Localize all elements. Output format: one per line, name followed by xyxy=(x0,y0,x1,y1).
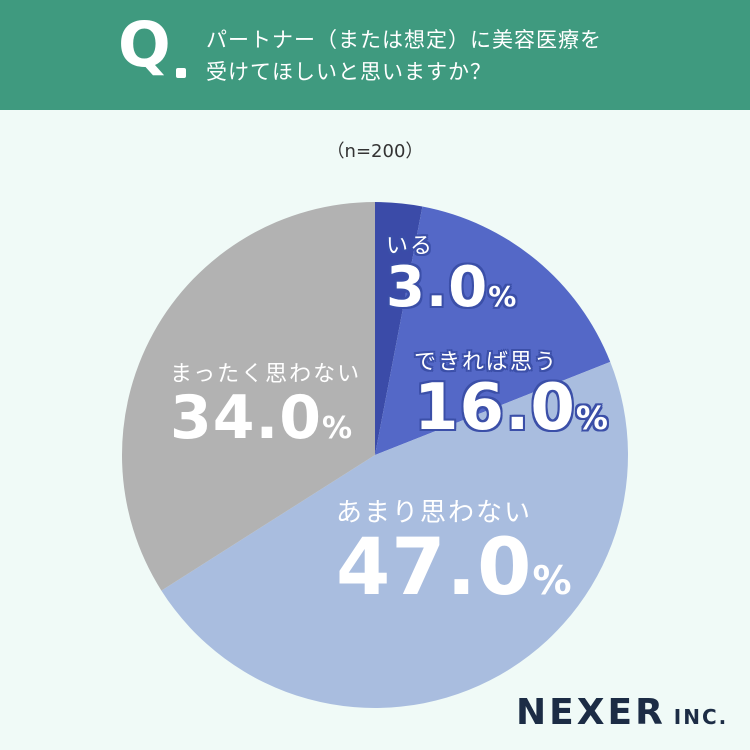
logo-sub: INC. xyxy=(673,705,729,729)
slice-label-iru: いる 3.0% xyxy=(386,228,516,316)
slice-iru xyxy=(375,202,423,455)
slice-name: まったく思わない xyxy=(170,362,362,387)
slice-value: 47.0% xyxy=(336,523,572,613)
slice-name: あまり思わない xyxy=(336,498,533,528)
slice-name: できれば思う xyxy=(414,350,559,375)
slice-label-dekireba: できれば思う 16.0% xyxy=(414,344,608,440)
slice-value: 3.0% xyxy=(386,255,517,320)
sample-size: （n=200） xyxy=(326,141,424,162)
logo-main: NEXER xyxy=(516,692,666,733)
question-line-1: パートナー（または想定）に美容医療を xyxy=(206,28,602,52)
question-header: Q パートナー（または想定）に美容医療を 受けてほしいと思いますか？ xyxy=(0,0,750,110)
slice-value: 16.0% xyxy=(414,371,608,445)
slice-mattaku xyxy=(121,202,375,591)
q-mark: Q xyxy=(118,8,171,81)
slice-name: いる xyxy=(386,234,435,259)
slice-dekireba xyxy=(375,206,611,455)
slice-amari xyxy=(161,361,629,709)
q-dot-icon xyxy=(176,68,186,78)
question-text: パートナー（または想定）に美容医療を 受けてほしいと思いますか？ xyxy=(206,24,726,88)
slice-value: 34.0% xyxy=(170,383,353,453)
slice-label-mattaku: まったく思わない 34.0% xyxy=(170,356,361,448)
slice-label-amari: あまり思わない 47.0% xyxy=(336,492,572,607)
nexer-logo: NEXER INC. xyxy=(516,692,728,733)
question-line-2: 受けてほしいと思いますか？ xyxy=(206,60,492,84)
